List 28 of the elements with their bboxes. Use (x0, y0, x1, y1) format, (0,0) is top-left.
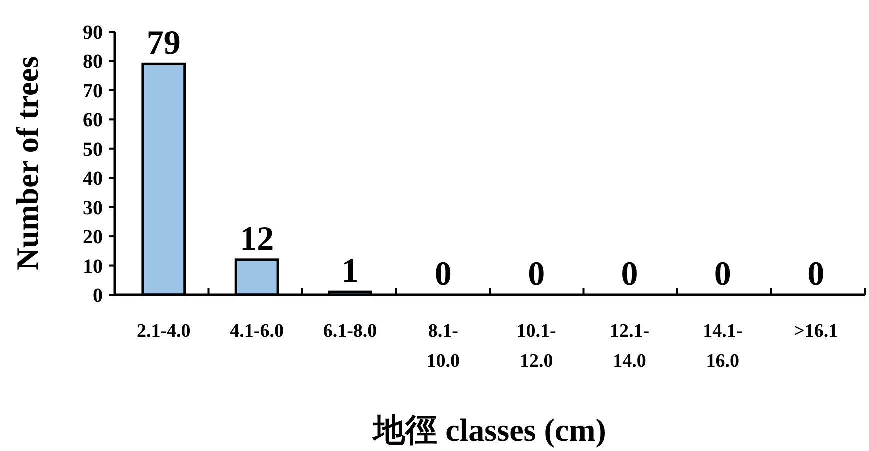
data-label: 79 (146, 25, 181, 62)
y-tick-label: 20 (83, 226, 103, 249)
x-tick-label: 12.1-14.0 (610, 321, 650, 372)
data-label: 0 (714, 256, 732, 293)
x-tick-label: 14.1-16.0 (703, 321, 743, 372)
y-tick-label: 40 (83, 168, 103, 190)
y-axis-title: Number of trees (10, 56, 45, 271)
x-tick-label: 10.1-12.0 (516, 321, 556, 372)
x-tick-label: 2.1-4.0 (137, 321, 191, 342)
y-tick-label: 70 (83, 80, 103, 102)
data-label: 0 (621, 256, 638, 293)
y-tick-label: 50 (83, 138, 103, 161)
y-tick-label: 80 (83, 51, 103, 74)
data-label: 12 (240, 220, 274, 258)
y-tick-label: 60 (83, 110, 103, 132)
x-tick-label: >16.1 (794, 321, 838, 342)
data-label: 0 (528, 256, 546, 293)
x-tick-label: 4.1-6.0 (230, 321, 284, 342)
data-label: 0 (434, 256, 452, 293)
y-tick-label: 10 (83, 256, 103, 278)
y-tick-label: 90 (83, 22, 103, 44)
x-axis-title: 地徑 classes (cm) (372, 412, 606, 448)
x-tick-label: 8.1-10.0 (426, 321, 460, 372)
y-tick-label: 0 (93, 285, 103, 307)
x-tick-label: 6.1-8.0 (323, 321, 378, 342)
data-label: 0 (808, 256, 825, 293)
y-tick-label: 30 (83, 197, 103, 220)
data-label: 1 (342, 253, 359, 290)
